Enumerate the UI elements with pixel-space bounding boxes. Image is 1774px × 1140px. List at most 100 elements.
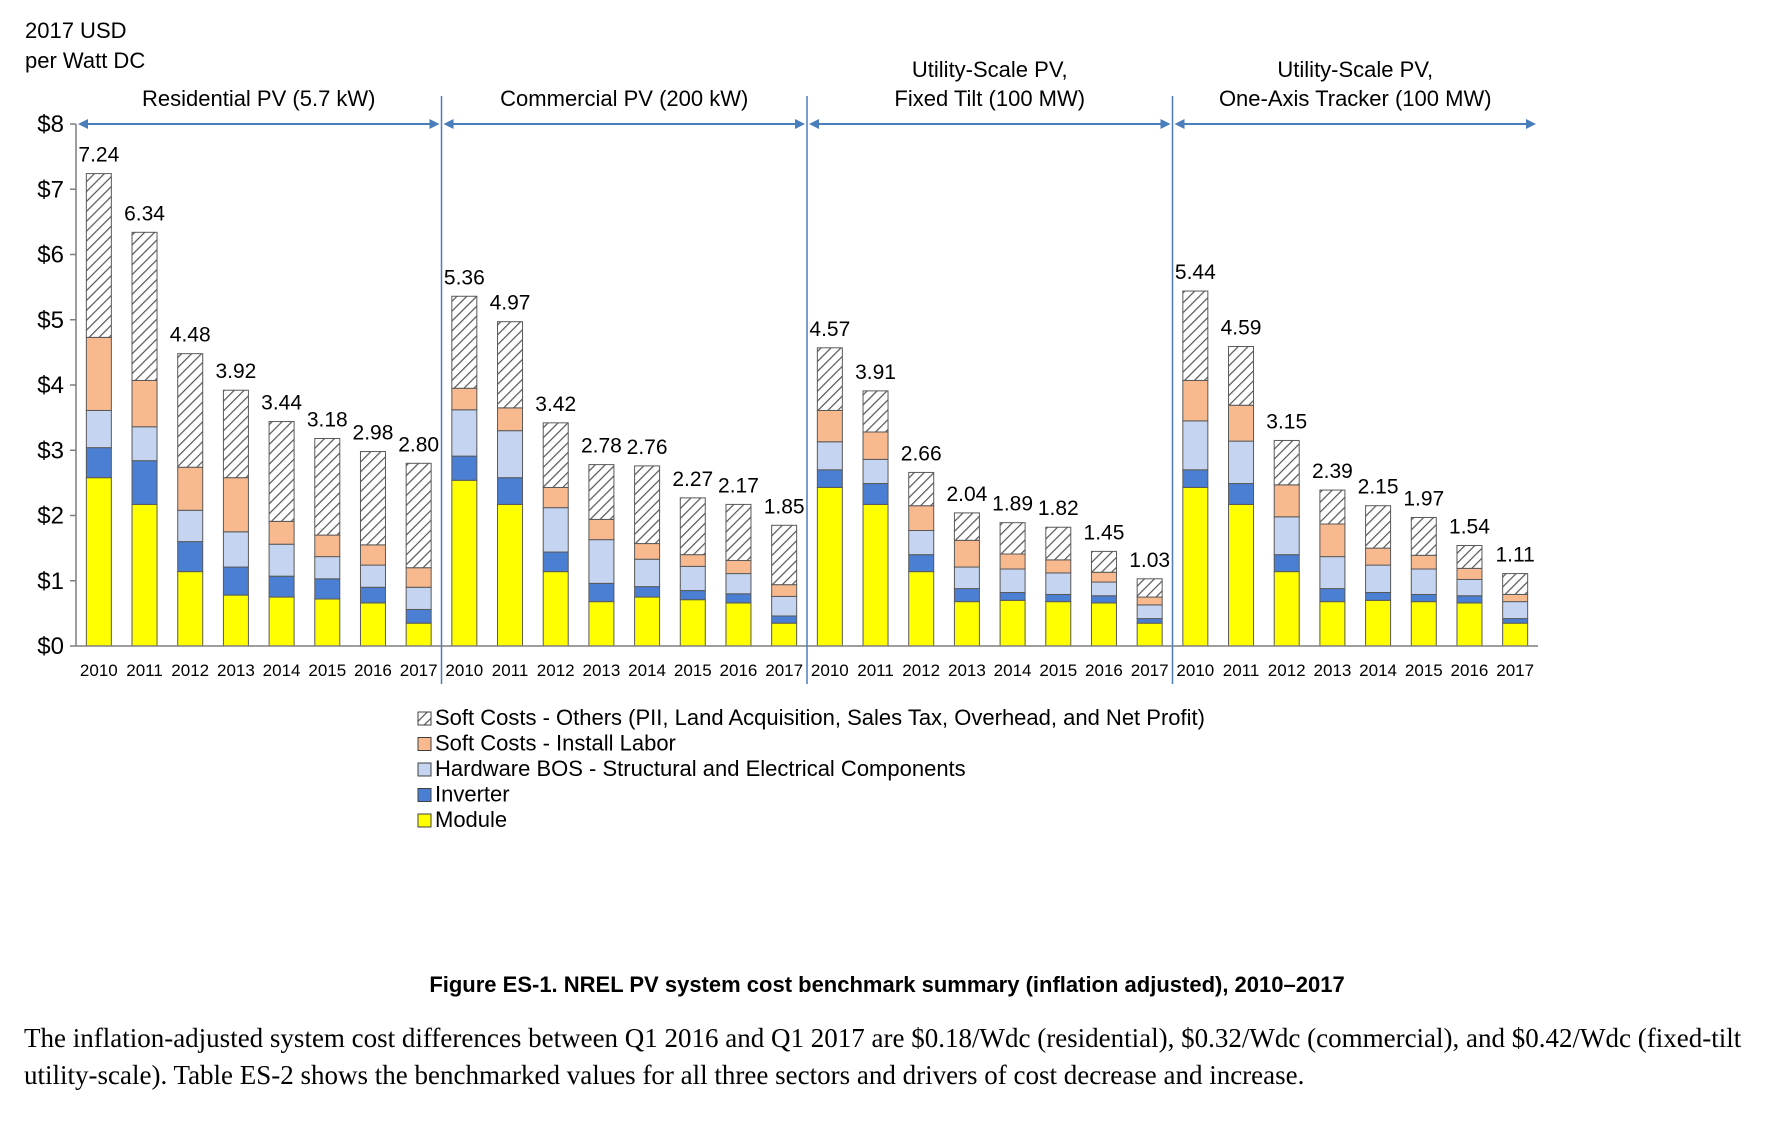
bar-total-label: 4.97 xyxy=(490,292,531,315)
bar-segment-soft-others xyxy=(85,173,112,338)
legend-label: Hardware BOS - Structural and Electrical… xyxy=(435,756,966,781)
bar-segment-soft-others xyxy=(1090,550,1117,573)
legend-swatch-inverter xyxy=(417,788,432,802)
bar-total-label: 1.89 xyxy=(992,493,1033,516)
bar-total-label: 3.18 xyxy=(307,409,348,432)
bar-segment-inverter xyxy=(771,615,798,624)
bar-segment-install-labor xyxy=(177,466,204,511)
x-tick-label: 2017 xyxy=(400,661,438,680)
bar-segment-soft-others xyxy=(359,451,386,546)
bar-segment-inverter xyxy=(1410,593,1437,603)
bar-segment-soft-others xyxy=(1410,516,1437,556)
bar-segment-module xyxy=(542,571,569,647)
bar-segment-inverter xyxy=(1182,469,1209,488)
bar-segment-hardware-bos xyxy=(1273,516,1300,556)
bar-total-label: 1.85 xyxy=(764,495,805,518)
x-tick-label: 2013 xyxy=(217,661,255,680)
bar-segment-inverter xyxy=(222,566,249,596)
bar-segment-soft-others xyxy=(953,512,980,541)
bar-segment-inverter xyxy=(953,588,980,603)
bar-segment-module xyxy=(314,598,341,647)
bar-segment-hardware-bos xyxy=(359,564,386,588)
bar-segment-install-labor xyxy=(1273,484,1300,518)
bar-segment-module xyxy=(1319,601,1346,647)
bar-total-label: 1.54 xyxy=(1449,516,1490,539)
x-tick-label: 2012 xyxy=(1268,661,1306,680)
bar-segment-install-labor xyxy=(85,336,112,411)
x-tick-label: 2016 xyxy=(354,661,392,680)
bar-segment-soft-others xyxy=(1502,573,1529,595)
x-tick-label: 2015 xyxy=(1039,661,1077,680)
bar-segment-hardware-bos xyxy=(1410,568,1437,595)
bar-segment-install-labor xyxy=(999,553,1026,570)
bar-segment-module xyxy=(1273,571,1300,647)
bar-segment-install-labor xyxy=(725,560,752,575)
x-tick-label: 2017 xyxy=(765,661,803,680)
x-tick-label: 2010 xyxy=(80,661,118,680)
bar-total-label: 2.76 xyxy=(627,436,668,459)
bar-segment-module xyxy=(1045,601,1072,647)
bar-segment-soft-others xyxy=(1273,439,1300,486)
bar-segment-hardware-bos xyxy=(542,507,569,553)
bar-segment-inverter xyxy=(542,551,569,573)
bar-total-label: 7.24 xyxy=(78,144,119,167)
bar-segment-hardware-bos xyxy=(131,426,158,462)
bar-segment-module xyxy=(1502,622,1529,647)
bar-total-label: 2.17 xyxy=(718,474,759,497)
figure-caption: Figure ES-1. NREL PV system cost benchma… xyxy=(429,972,1345,997)
bar-segment-soft-others xyxy=(1045,526,1072,561)
bar-segment-module xyxy=(725,602,752,647)
bar-segment-install-labor xyxy=(1228,404,1255,442)
legend-swatch-install-labor xyxy=(417,737,432,751)
bar-segment-inverter xyxy=(131,460,158,505)
x-tick-label: 2017 xyxy=(1131,661,1169,680)
bar-segment-hardware-bos xyxy=(862,458,889,485)
x-tick-label: 2016 xyxy=(720,661,758,680)
bar-segment-module xyxy=(1456,602,1483,647)
bar-total-label: 5.36 xyxy=(444,266,485,289)
bar-segment-soft-others xyxy=(1228,346,1255,406)
bar-segment-soft-others xyxy=(679,497,706,556)
bar-segment-install-labor xyxy=(451,387,478,411)
bar-total-label: 1.82 xyxy=(1038,497,1079,520)
x-tick-label: 2012 xyxy=(537,661,575,680)
bar-segment-inverter xyxy=(177,541,204,573)
legend-label: Inverter xyxy=(435,782,510,807)
bar-segment-hardware-bos xyxy=(1502,601,1529,620)
bar-segment-install-labor xyxy=(679,554,706,567)
bar-segment-module xyxy=(451,479,478,647)
bar-segment-soft-others xyxy=(451,295,478,389)
x-tick-label: 2013 xyxy=(582,661,620,680)
bar-segment-install-labor xyxy=(1502,593,1529,603)
bar-segment-install-labor xyxy=(1410,554,1437,570)
body-paragraph: The inflation-adjusted system cost diffe… xyxy=(24,1023,1742,1090)
bar-segment-module xyxy=(862,503,889,647)
legend-label: Module xyxy=(435,807,507,832)
y-tick-label: $7 xyxy=(37,176,64,203)
bar-segment-hardware-bos xyxy=(268,543,295,577)
x-tick-label: 2010 xyxy=(445,661,483,680)
bar-segment-install-labor xyxy=(359,544,386,566)
bar-segment-hardware-bos xyxy=(999,568,1026,593)
bar-total-label: 4.48 xyxy=(170,324,211,347)
y-tick-label: $4 xyxy=(37,372,64,399)
x-tick-label: 2011 xyxy=(857,661,894,680)
legend-label: Soft Costs - Install Labor xyxy=(435,731,676,756)
x-tick-label: 2012 xyxy=(902,661,940,680)
bar-segment-hardware-bos xyxy=(405,586,432,610)
bar-segment-soft-others xyxy=(634,465,661,545)
bar-segment-hardware-bos xyxy=(816,441,843,471)
legend-label: Soft Costs - Others (PII, Land Acquisiti… xyxy=(435,705,1205,730)
bar-segment-inverter xyxy=(497,477,524,505)
bar-segment-hardware-bos xyxy=(1090,581,1117,597)
bar-segment-module xyxy=(1410,601,1437,647)
bar-total-label: 1.97 xyxy=(1403,487,1444,510)
sector-title: Utility-Scale PV, xyxy=(912,57,1068,82)
x-tick-label: 2015 xyxy=(308,661,346,680)
bar-segment-install-labor xyxy=(588,518,615,541)
bar-segment-module xyxy=(908,571,935,647)
bar-segment-inverter xyxy=(588,582,615,603)
x-tick-label: 2014 xyxy=(263,661,301,680)
bar-total-label: 1.03 xyxy=(1129,549,1170,572)
bar-segment-soft-others xyxy=(1182,290,1209,381)
